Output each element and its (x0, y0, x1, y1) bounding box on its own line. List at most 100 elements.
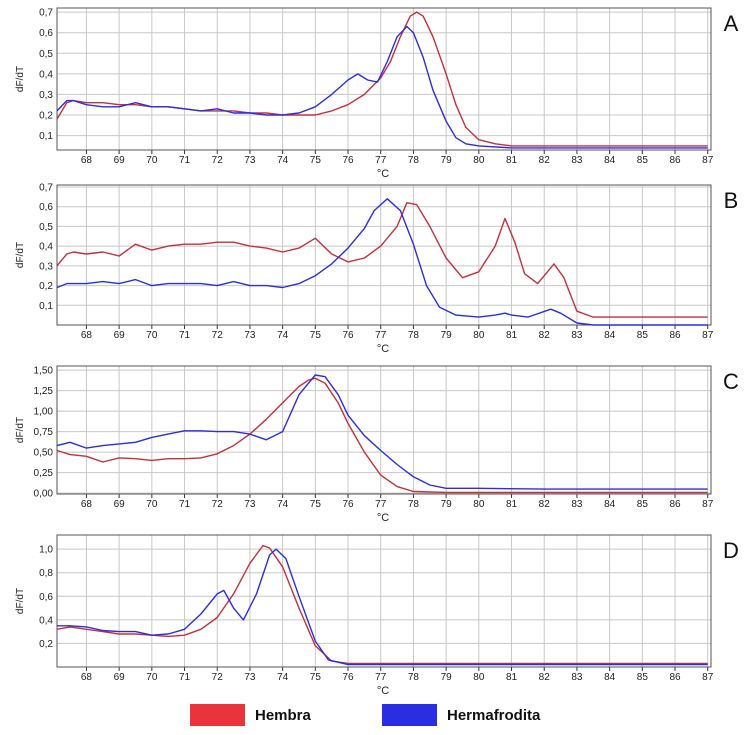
legend-label-hembra: Hembra (255, 706, 311, 724)
x-tick-label: 84 (604, 672, 616, 683)
x-tick-label: 77 (375, 672, 387, 683)
x-tick-label: 87 (702, 499, 714, 510)
x-tick-label: 71 (179, 499, 191, 510)
y-tick-label: 0,5 (39, 222, 53, 233)
x-tick-label: 86 (669, 330, 681, 341)
legend-item-hembra: Hembra (190, 703, 311, 727)
x-tick-label: 80 (473, 499, 485, 510)
x-tick-label: 82 (539, 155, 551, 166)
series-line-hembra (56, 11, 708, 147)
x-tick-label: 68 (81, 155, 93, 166)
x-tick-label: 76 (342, 672, 354, 683)
x-tick-label: 82 (539, 672, 551, 683)
x-tick-label: 85 (637, 672, 649, 683)
x-tick-label: 75 (310, 672, 322, 683)
x-tick-label: 73 (244, 499, 256, 510)
x-tick-label: 68 (81, 672, 93, 683)
x-tick-label: 68 (81, 330, 93, 341)
y-tick-label: 0,25 (34, 468, 54, 479)
x-axis-label: °C (377, 512, 389, 524)
series-line-hembra (56, 544, 708, 665)
y-tick-label: 1,50 (34, 366, 54, 377)
x-tick-label: 82 (539, 330, 551, 341)
panel-letter: B (724, 188, 739, 213)
y-tick-label: 0,7 (39, 8, 53, 19)
x-tick-label: 83 (571, 330, 583, 341)
x-tick-label: 72 (212, 499, 224, 510)
y-tick-label: 0,00 (34, 489, 54, 500)
x-tick-label: 80 (473, 330, 485, 341)
x-tick-label: 70 (146, 330, 158, 341)
x-tick-label: 69 (114, 672, 126, 683)
y-tick-label: 0,1 (39, 301, 53, 312)
x-tick-label: 72 (212, 672, 224, 683)
x-tick-label: 75 (310, 330, 322, 341)
x-tick-label: 86 (669, 672, 681, 683)
series-line-hermafrodita (57, 548, 708, 666)
x-tick-label: 83 (571, 155, 583, 166)
x-tick-label: 85 (637, 330, 649, 341)
plot-frame (56, 534, 712, 668)
y-tick-label: 0,6 (39, 28, 53, 39)
x-tick-label: 83 (571, 499, 583, 510)
x-tick-label: 74 (277, 155, 289, 166)
x-tick-label: 69 (114, 499, 126, 510)
x-tick-label: 69 (114, 155, 126, 166)
x-tick-label: 84 (604, 330, 616, 341)
panel-letter: C (723, 369, 739, 394)
x-tick-label: 76 (342, 155, 354, 166)
y-tick-label: 0,3 (39, 261, 53, 272)
legend-label-hermafrodita: Hermafrodita (447, 706, 541, 724)
y-tick-label: 0,50 (34, 448, 54, 459)
x-tick-label: 83 (571, 672, 583, 683)
y-tick-label: 0,75 (34, 427, 54, 438)
x-tick-label: 84 (604, 155, 616, 166)
x-tick-label: 69 (114, 330, 126, 341)
x-tick-label: 70 (146, 499, 158, 510)
x-tick-label: 78 (408, 155, 420, 166)
legend-swatch-hembra (190, 704, 245, 726)
y-axis-label: dF/dT (15, 588, 26, 614)
x-axis-label: °C (377, 168, 389, 180)
x-tick-label: 76 (342, 330, 354, 341)
y-tick-label: 0,4 (39, 615, 53, 626)
y-tick-label: 0,2 (39, 281, 53, 292)
x-tick-label: 72 (212, 155, 224, 166)
x-tick-label: 76 (342, 499, 354, 510)
x-tick-label: 87 (702, 672, 714, 683)
x-tick-label: 75 (310, 499, 322, 510)
chart-panel-c: 68 69 70 71 72 73 74 75 76 77 78 79 80 81 82 83 84 85 86 87… (15, 365, 739, 524)
y-tick-label: 0,6 (39, 202, 53, 213)
x-tick-label: 85 (637, 499, 649, 510)
y-axis-label: dF/dT (15, 242, 26, 268)
y-axis-label: dF/dT (15, 66, 26, 92)
panel-letter: A (724, 11, 739, 36)
panel-letter: D (723, 538, 739, 563)
x-tick-label: 75 (310, 155, 322, 166)
y-tick-label: 0,2 (39, 111, 53, 122)
x-axis-label: °C (377, 685, 389, 697)
x-tick-label: 79 (441, 499, 453, 510)
x-tick-label: 78 (408, 672, 420, 683)
y-axis-label: dF/dT (15, 417, 26, 443)
y-tick-label: 0,5 (39, 49, 53, 60)
x-tick-label: 85 (637, 155, 649, 166)
chart-panels: 68 69 70 71 72 73 74 75 76 77 78 79 80 81 82 83 84 85 86 87… (15, 7, 739, 697)
series-line-hembra (56, 202, 708, 318)
x-tick-label: 74 (277, 672, 289, 683)
x-tick-label: 77 (375, 499, 387, 510)
x-tick-label: 86 (669, 155, 681, 166)
y-tick-label: 0,2 (39, 639, 53, 650)
y-tick-label: 0,1 (39, 131, 53, 142)
x-tick-label: 74 (277, 330, 289, 341)
x-tick-label: 73 (244, 155, 256, 166)
x-tick-label: 68 (81, 499, 93, 510)
x-tick-label: 71 (179, 155, 191, 166)
x-tick-label: 70 (146, 672, 158, 683)
x-tick-label: 87 (702, 155, 714, 166)
chart-panel-a: 68 69 70 71 72 73 74 75 76 77 78 79 80 81 82 83 84 85 86 87… (15, 7, 739, 180)
x-tick-label: 82 (539, 499, 551, 510)
x-tick-label: 81 (506, 330, 518, 341)
plot-frame (56, 7, 712, 151)
